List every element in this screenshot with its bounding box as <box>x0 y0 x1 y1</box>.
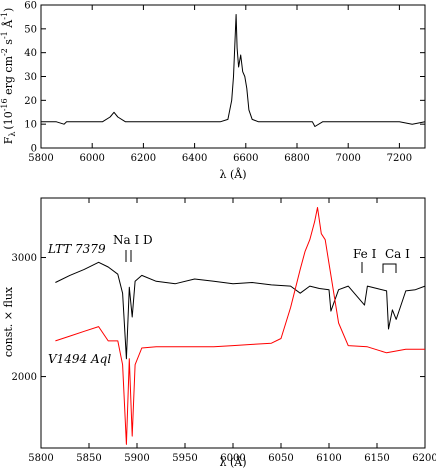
annotation-fe-i: Fe I <box>353 247 377 261</box>
bottom-x-tick-label: 6050 <box>268 453 293 464</box>
bottom-y-axis-label: const. × flux <box>2 286 15 357</box>
top-y-tick-label: 40 <box>24 48 37 59</box>
top-x-tick-label: 6400 <box>182 153 207 164</box>
bottom-x-tick-label: 6150 <box>364 453 389 464</box>
top-ticks: 5800 6000 6200 6400 6600 6800 7000 7200 0 10 20 30 4… <box>24 1 425 164</box>
bottom-series-line-1 <box>55 207 425 445</box>
top-x-tick-label: 6600 <box>233 153 258 164</box>
top-x-tick-label: 6800 <box>284 153 309 164</box>
bottom-x-axis-label: λ (Å) <box>220 455 247 469</box>
bottom-x-tick-label: 5800 <box>28 453 53 464</box>
top-y-tick-label: 20 <box>24 96 37 107</box>
legend-label-ltt7379: LTT 7379 <box>47 242 106 256</box>
bottom-y-tick-label: 2000 <box>12 372 37 383</box>
bottom-ticks: 5800 5850 5900 5950 6000 6050 6100 6150 6200 2000… <box>12 198 436 464</box>
ca-i-bracket <box>382 263 397 273</box>
bottom-panel: 5800 5850 5900 5950 6000 6050 6100 6150 6200 2000… <box>2 197 436 469</box>
top-y-tick-label: 10 <box>24 120 37 131</box>
top-series <box>41 14 426 127</box>
bottom-x-tick-label: 5950 <box>172 453 197 464</box>
top-x-tick-label: 7000 <box>335 153 360 164</box>
top-y-axis-label: Fλ(10-16 erg cm-2 s-1 Å-1) <box>0 8 17 145</box>
annotation-na-i-d: Na I D <box>113 233 153 247</box>
top-y-tick-label: 50 <box>24 24 37 35</box>
top-y-tick-label: 60 <box>24 1 37 12</box>
legend-label-v1494aql: V1494 Aql <box>48 352 111 366</box>
bottom-series <box>55 207 426 445</box>
top-x-tick-label: 5800 <box>28 153 53 164</box>
bottom-series-line-0 <box>55 261 426 360</box>
top-panel: 5800 6000 6200 6400 6600 6800 7000 7200 0 10 20 30 4… <box>0 1 426 181</box>
bottom-x-tick-label: 6000 <box>220 453 245 464</box>
annotation-ca-i: Ca I <box>385 247 410 261</box>
bottom-x-tick-label: 5900 <box>124 453 149 464</box>
bottom-x-tick-label: 6200 <box>412 453 436 464</box>
top-y-tick-label: 30 <box>24 72 37 83</box>
bottom-y-tick-label: 3000 <box>12 253 37 264</box>
bottom-x-tick-label: 6100 <box>316 453 341 464</box>
top-x-tick-label: 6200 <box>131 153 156 164</box>
top-x-axis-label: λ (Å) <box>220 167 247 181</box>
top-x-tick-label: 7200 <box>387 153 412 164</box>
top-series-line-0 <box>41 14 426 127</box>
bottom-x-tick-label: 5850 <box>76 453 101 464</box>
top-x-tick-label: 6000 <box>79 153 104 164</box>
bottom-plot-frame <box>40 197 426 449</box>
top-y-tick-label: 0 <box>31 144 37 155</box>
